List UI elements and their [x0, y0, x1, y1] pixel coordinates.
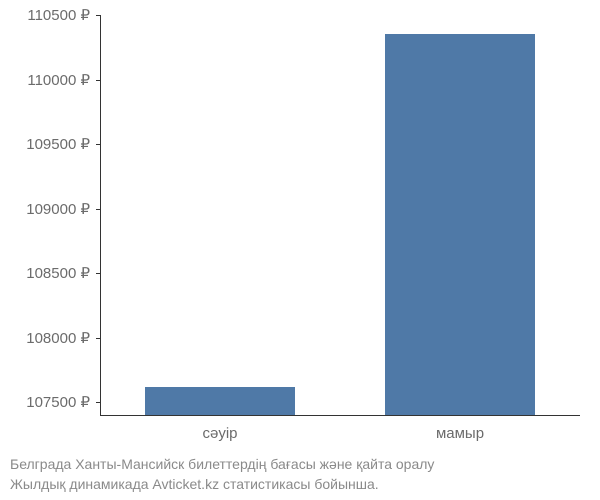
- x-axis-labels: сәуір мамыр: [100, 425, 580, 450]
- y-tick-label: 109000 ₽: [26, 200, 90, 218]
- x-axis-line: [100, 415, 580, 416]
- bar: [145, 387, 295, 415]
- bar: [385, 34, 535, 415]
- y-tick-mark: [96, 15, 100, 16]
- chart-plot-area: [100, 15, 580, 415]
- y-tick-mark: [96, 273, 100, 274]
- x-tick-label: мамыр: [436, 425, 484, 442]
- y-tick-mark: [96, 402, 100, 403]
- y-tick-mark: [96, 338, 100, 339]
- y-tick-label: 109500 ₽: [26, 135, 90, 153]
- y-tick-label: 108000 ₽: [26, 329, 90, 347]
- y-tick-label: 108500 ₽: [26, 264, 90, 282]
- y-tick-label: 110000 ₽: [27, 71, 90, 89]
- y-tick-mark: [96, 80, 100, 81]
- chart-caption: Белграда Ханты-Мансийск билеттердің баға…: [10, 455, 590, 494]
- y-axis-labels: 107500 ₽ 108000 ₽ 108500 ₽ 109000 ₽ 109500 ₽…: [0, 15, 95, 415]
- caption-line-2: Жылдық динамикада Avticket.kz статистика…: [10, 475, 590, 495]
- y-tick-mark: [96, 209, 100, 210]
- y-tick-label: 107500 ₽: [26, 393, 90, 411]
- y-tick-mark: [96, 144, 100, 145]
- caption-line-1: Белграда Ханты-Мансийск билеттердің баға…: [10, 455, 590, 475]
- y-tick-label: 110500 ₽: [27, 6, 90, 24]
- x-tick-label: сәуір: [202, 425, 237, 442]
